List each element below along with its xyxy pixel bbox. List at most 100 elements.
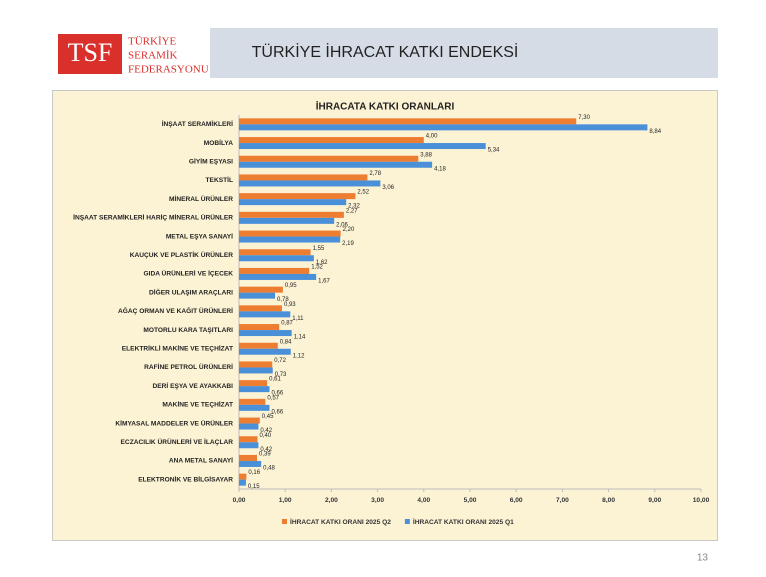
y-tick-label: İNŞAAT SERAMİKLERİ HARİÇ MİNERAL ÜRÜNLER <box>73 213 233 222</box>
y-tick-label: ANA METAL SANAYİ <box>169 457 233 465</box>
y-tick-label: KİMYASAL MADDELER VE ÜRÜNLER <box>115 418 233 427</box>
y-tick-label: MİNERAL ÜRÜNLER <box>169 194 233 203</box>
legend-label: İHRACAT KATKI ORANI 2025 Q1 <box>413 518 514 526</box>
page-number: 13 <box>697 553 709 564</box>
logo-mark: TSF <box>68 38 113 67</box>
y-tick-label: GİYİM EŞYASI <box>189 158 233 166</box>
value-label: 2,19 <box>342 241 354 247</box>
bar <box>239 305 282 312</box>
chart-title: İHRACATA KATKI ORANLARI <box>316 100 455 113</box>
value-label: 5,34 <box>488 148 500 154</box>
value-label: 0,40 <box>259 433 271 439</box>
value-label: 0,61 <box>269 377 281 383</box>
bar <box>239 361 273 368</box>
bar <box>239 211 344 218</box>
bar <box>239 124 648 131</box>
x-tick-label: 9,00 <box>648 497 661 504</box>
value-label: 0,84 <box>280 339 292 345</box>
x-tick-label: 6,00 <box>510 497 523 504</box>
value-label: 0,66 <box>271 409 283 415</box>
bar <box>239 236 341 243</box>
value-label: 3,06 <box>382 185 394 191</box>
bar <box>239 118 577 125</box>
bar <box>239 155 419 162</box>
value-label: 2,20 <box>343 227 355 233</box>
y-tick-label: MOBİLYA <box>204 139 233 147</box>
value-label: 1,67 <box>318 279 330 285</box>
bar <box>239 460 262 467</box>
bar <box>239 423 259 430</box>
value-label: 0,78 <box>277 297 289 303</box>
value-label: 0,93 <box>284 302 296 308</box>
value-label: 0,16 <box>248 470 260 476</box>
y-tick-label: GIDA ÜRÜNLERİ VE İÇECEK <box>143 269 233 278</box>
bar <box>239 479 246 486</box>
slide-title: TÜRKİYE İHRACAT KATKI ENDEKSİ <box>252 42 519 61</box>
bar <box>239 137 424 144</box>
legend-swatch <box>404 519 410 524</box>
value-label: 0,42 <box>260 428 272 434</box>
x-tick-label: 2,00 <box>325 497 338 504</box>
bar <box>239 217 335 224</box>
y-tick-label: MOTORLU KARA TAŞITLARI <box>143 327 233 334</box>
bar <box>239 174 368 181</box>
x-tick-label: 1,00 <box>279 497 292 504</box>
bar <box>239 193 356 200</box>
value-label: 4,00 <box>426 134 438 140</box>
y-tick-label: DERİ EŞYA VE AYAKKABI <box>153 382 234 390</box>
logo-box <box>58 34 122 74</box>
x-tick-label: 7,00 <box>556 497 569 504</box>
bar <box>239 249 311 256</box>
y-tick-label: KAUÇUK VE PLASTİK ÜRÜNLER <box>130 250 234 259</box>
bar <box>239 348 291 355</box>
value-label: 0,73 <box>275 372 287 378</box>
bar <box>239 380 268 387</box>
value-label: 2,32 <box>348 204 360 210</box>
bar <box>239 330 292 337</box>
legend-swatch <box>282 519 287 524</box>
y-tick-label: TEKSTİL <box>206 176 233 184</box>
y-tick-label: ECZACILIK ÜRÜNLERİ VE İLAÇLAR <box>121 437 234 446</box>
bar <box>239 367 273 374</box>
header-band <box>210 28 718 78</box>
value-label: 3,88 <box>420 152 432 158</box>
bar <box>239 286 283 293</box>
value-label: 0,45 <box>262 414 274 420</box>
bar <box>239 342 278 349</box>
y-tick-label: MAKİNE VE TEÇHİZAT <box>162 401 233 409</box>
value-label: 1,52 <box>311 265 323 271</box>
y-tick-label: ELEKTRONİK VE BİLGİSAYAR <box>138 475 233 483</box>
value-label: 0,48 <box>263 466 275 472</box>
value-label: 4,18 <box>434 166 446 172</box>
x-tick-label: 0,00 <box>233 497 246 504</box>
value-label: 1,12 <box>293 353 305 359</box>
bar <box>239 436 258 443</box>
value-label: 1,14 <box>294 335 306 341</box>
value-label: 0,95 <box>285 283 297 289</box>
bar <box>239 442 259 449</box>
bar <box>239 386 270 393</box>
y-tick-label: RAFİNE PETROL ÜRÜNLERİ <box>144 362 233 371</box>
y-tick-label: ELEKTRİKLİ MAKİNE VE TEÇHİZAT <box>122 345 233 353</box>
value-label: 2,78 <box>369 171 381 177</box>
legend-label: İHRACAT KATKI ORANI 2025 Q2 <box>290 518 391 526</box>
bar <box>239 473 247 480</box>
x-tick-label: 10,00 <box>693 497 710 504</box>
bar <box>239 398 266 405</box>
y-tick-label: İNŞAAT SERAMİKLERİ <box>162 120 233 128</box>
bar <box>239 143 486 150</box>
y-tick-label: AĞAÇ ORMAN VE KAĞIT ÜRÜNLERİ <box>118 306 233 315</box>
value-label: 0,87 <box>281 321 293 327</box>
bar <box>239 161 433 168</box>
bar <box>239 324 280 331</box>
value-label: 2,06 <box>336 222 348 228</box>
y-tick-label: METAL EŞYA SANAYİ <box>166 232 233 240</box>
value-label: 0,15 <box>248 484 260 490</box>
logo-line: FEDERASYONU <box>128 64 209 76</box>
bar <box>239 180 381 187</box>
value-label: 1,55 <box>313 246 325 252</box>
value-label: 0,66 <box>271 391 283 397</box>
x-tick-label: 3,00 <box>371 497 384 504</box>
bar <box>239 267 310 274</box>
